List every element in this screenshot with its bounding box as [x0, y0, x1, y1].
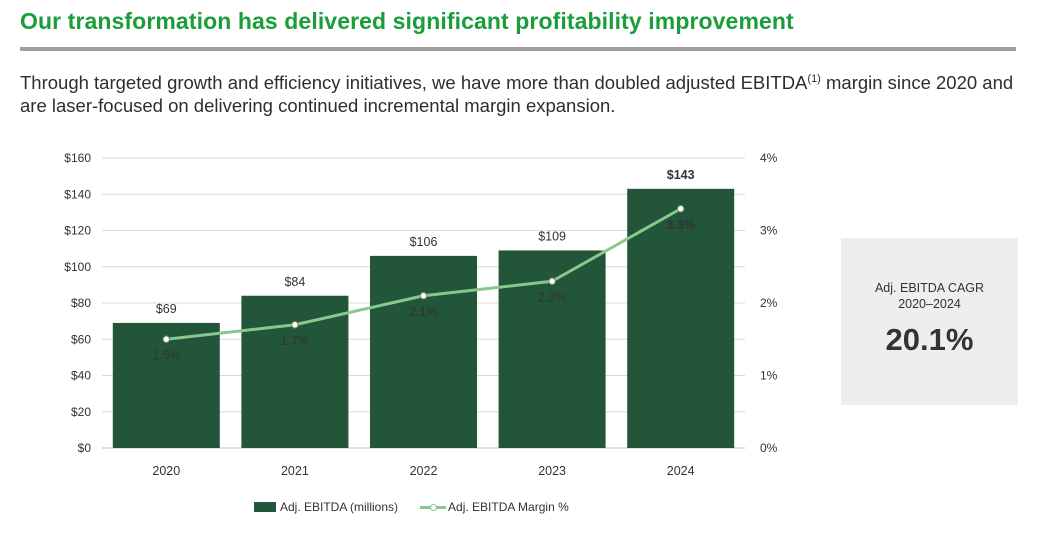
legend-item-margin: Adj. EBITDA Margin % [420, 500, 569, 514]
x-tick-label: 2020 [152, 464, 180, 478]
margin-value-label: 1.5% [152, 348, 181, 362]
x-tick-label: 2024 [667, 464, 695, 478]
margin-value-label: 2.1% [409, 305, 438, 319]
margin-value-label: 3.3% [666, 218, 695, 232]
ebitda-bar [627, 188, 735, 448]
subtitle-text-end: margin since 2020 and are laser-focused … [20, 72, 1014, 116]
bar-value-label: $106 [410, 235, 438, 249]
margin-value-label: 1.7% [281, 334, 310, 348]
y-right-tick-label: 1% [760, 369, 778, 383]
legend-label-margin: Adj. EBITDA Margin % [448, 500, 569, 514]
cagr-label-line2: 2020–2024 [898, 297, 961, 311]
y-left-tick-label: $20 [71, 405, 91, 419]
y-left-tick-label: $60 [71, 332, 91, 346]
cagr-value: 20.1% [885, 322, 974, 357]
margin-point [291, 321, 299, 329]
y-left-tick-label: $160 [64, 151, 91, 165]
margin-value-label: 2.3% [538, 290, 567, 304]
ebitda-bar [241, 295, 349, 448]
bar-value-label: $109 [538, 229, 566, 243]
legend-line-swatch [420, 502, 447, 512]
subtitle-text-start: Through targeted growth and efficiency i… [20, 72, 808, 93]
cagr-label: Adj. EBITDA CAGR 2020–2024 [841, 280, 1018, 312]
ebitda-bar [370, 255, 477, 448]
y-left-tick-label: $0 [78, 441, 92, 455]
y-left-tick-label: $40 [71, 369, 91, 383]
legend-label-ebitda: Adj. EBITDA (millions) [280, 500, 399, 514]
cagr-callout: Adj. EBITDA CAGR 2020–2024 20.1% [841, 238, 1018, 405]
ebitda-bar [112, 322, 220, 448]
page-subtitle: Through targeted growth and efficiency i… [20, 71, 1020, 117]
margin-point [419, 292, 428, 300]
y-left-tick-label: $80 [71, 296, 91, 310]
y-right-tick-label: 0% [760, 441, 778, 455]
margin-point [548, 277, 556, 285]
bar-value-label: $84 [284, 275, 305, 289]
footnote-marker: (1) [807, 73, 821, 85]
y-right-tick-label: 2% [760, 296, 778, 310]
margin-point [162, 335, 171, 343]
margin-point [677, 205, 685, 213]
y-left-tick-label: $140 [64, 187, 91, 201]
chart-legend: Adj. EBITDA (millions) Adj. EBITDA Margi… [254, 500, 591, 514]
x-tick-label: 2021 [281, 464, 309, 478]
bar-value-label: $143 [667, 168, 695, 182]
cagr-label-line1: Adj. EBITDA CAGR [874, 281, 985, 295]
x-tick-label: 2022 [410, 464, 438, 478]
legend-line-marker [430, 504, 438, 511]
ebitda-combo-chart: $0 $20 $40 $60 $80 $100 $120 $140 $160 0% 1% 2% 3% 4%… [64, 151, 778, 478]
y-right-tick-label: 4% [760, 151, 778, 165]
y-left-tick-label: $100 [64, 260, 91, 274]
title-divider [20, 47, 1016, 51]
x-tick-label: 2023 [538, 464, 566, 478]
y-right-tick-label: 3% [760, 224, 778, 238]
bar-value-label: $69 [156, 302, 177, 316]
y-left-tick-label: $120 [64, 224, 91, 238]
legend-bar-swatch [254, 502, 276, 512]
legend-item-ebitda: Adj. EBITDA (millions) [254, 500, 398, 514]
page-title: Our transformation has delivered signifi… [20, 8, 794, 34]
